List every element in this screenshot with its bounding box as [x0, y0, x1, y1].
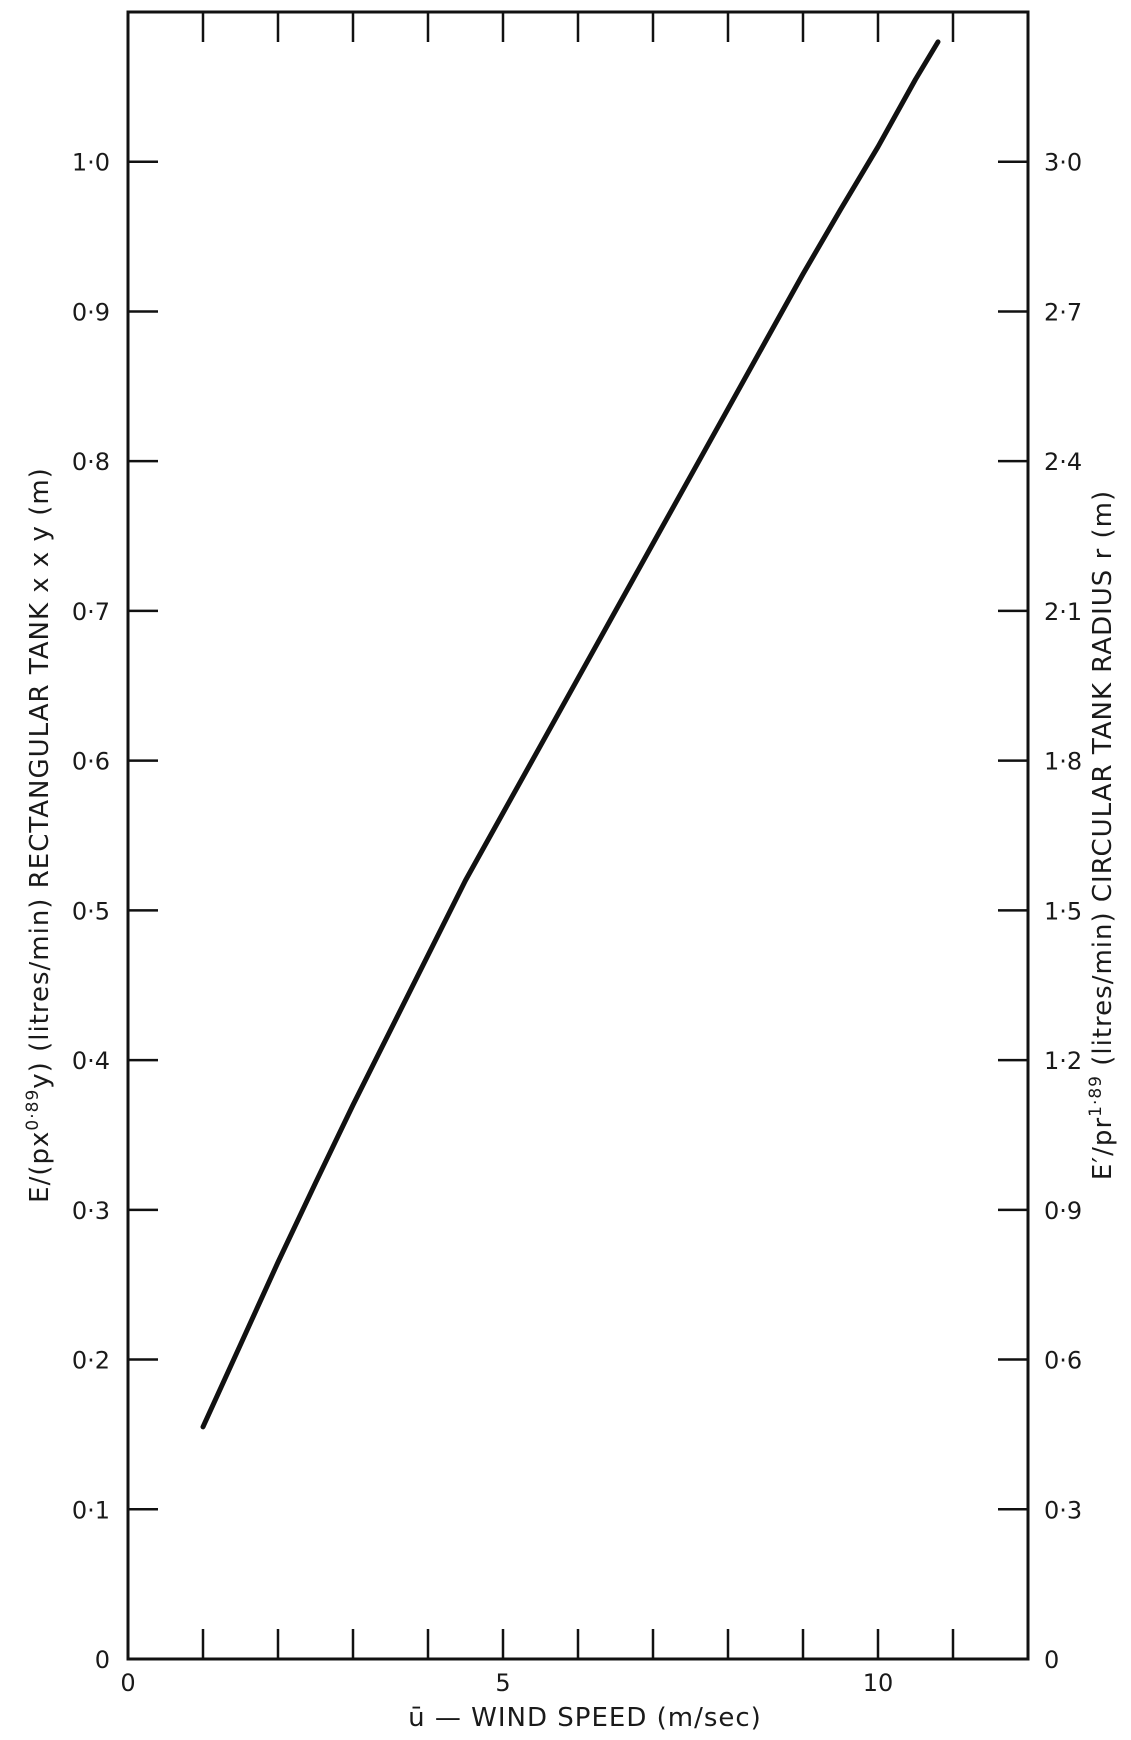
y-tick-label-left: 0·7: [72, 598, 110, 626]
right-axis-title-prefix: E′/pr: [1088, 1117, 1118, 1180]
left-axis-title-suffix: y) (litres/min) RECTANGULAR TANK x x y (…: [25, 467, 55, 1089]
y-tick-label-left: 0: [95, 1646, 110, 1674]
x-tick-label: 5: [495, 1669, 510, 1697]
y-tick-label-left: 0·2: [72, 1347, 110, 1375]
y-tick-label-left: 0·9: [72, 298, 110, 326]
y-tick-label-left: 1·0: [72, 149, 110, 177]
y-tick-label-left: 0·8: [72, 448, 110, 476]
y-tick-label-left: 0·3: [72, 1197, 110, 1225]
y-tick-label-right: 0·3: [1044, 1496, 1082, 1524]
series-layer: [200, 39, 941, 1430]
tick-labels-layer: 0 5 10 0 0·1 0·2 0·3 0·4 0·5 0·6 0·7 0·8 0·9 1·0 0 0·3 0…: [72, 149, 1082, 1697]
x-axis-title: ū — WIND SPEED (m/sec): [408, 1703, 762, 1733]
left-axis-title-sup: 0·89: [23, 1089, 43, 1131]
x-tick-label: 10: [863, 1669, 894, 1697]
series-line: [200, 39, 941, 1430]
y-tick-label-left: 0·1: [72, 1496, 110, 1524]
y-tick-label-right: 0: [1044, 1646, 1059, 1674]
y-tick-label-right: 1·5: [1044, 897, 1082, 925]
ticks-layer: [128, 12, 1028, 1659]
y-tick-label-left: 0·4: [72, 1047, 110, 1075]
x-tick-label: 0: [120, 1669, 135, 1697]
right-axis-title: E′/pr1·89 (litres/min) CIRCULAR TANK RAD…: [1086, 490, 1118, 1180]
y-tick-label-right: 0·9: [1044, 1197, 1082, 1225]
left-axis-title: E/(px0·89y) (litres/min) RECTANGULAR TAN…: [23, 467, 55, 1203]
y-tick-label-right: 2·4: [1044, 448, 1082, 476]
right-axis-title-sup: 1·89: [1086, 1075, 1106, 1117]
y-tick-label-left: 0·5: [72, 897, 110, 925]
y-tick-label-right: 0·6: [1044, 1347, 1082, 1375]
y-tick-label-right: 1·2: [1044, 1047, 1082, 1075]
left-axis-title-prefix: E/(px: [25, 1131, 55, 1203]
y-tick-label-right: 2·7: [1044, 298, 1082, 326]
y-tick-label-right: 3·0: [1044, 149, 1082, 177]
plot-frame: [126, 10, 1030, 1661]
y-tick-label-right: 2·1: [1044, 598, 1082, 626]
y-tick-label-right: 1·8: [1044, 748, 1082, 776]
y-tick-label-left: 0·6: [72, 748, 110, 776]
right-axis-title-suffix: (litres/min) CIRCULAR TANK RADIUS r (m): [1088, 490, 1118, 1075]
